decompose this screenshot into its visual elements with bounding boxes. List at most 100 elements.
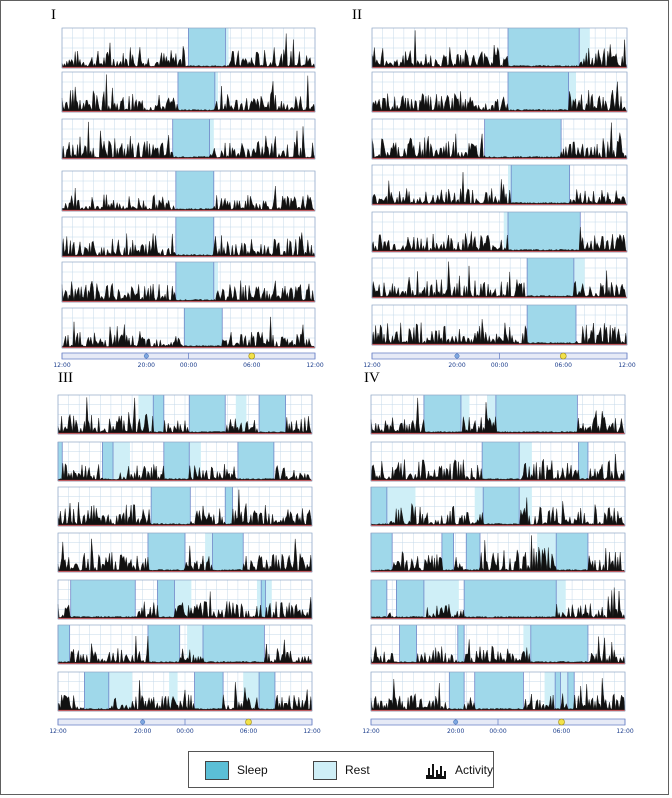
sleep-band	[371, 533, 393, 572]
sleep-band	[508, 212, 581, 252]
plot-row-frame	[57, 624, 313, 665]
sleep-band	[527, 258, 574, 298]
plot-row-frame	[57, 394, 313, 435]
sleep-band	[578, 442, 588, 481]
plot-row-frame	[61, 27, 316, 69]
activity-trace	[61, 186, 316, 212]
rest-band	[189, 442, 201, 481]
activity-trace	[371, 30, 628, 69]
x-tick-label: 06:00	[240, 728, 257, 735]
x-tick-label: 20:00	[447, 728, 464, 735]
sleep-band	[58, 625, 70, 664]
rest-band	[503, 212, 508, 252]
x-tick-label: 12:00	[362, 728, 379, 735]
sleep-band	[484, 119, 562, 159]
sleep-band	[508, 28, 580, 68]
sleep-band	[483, 487, 520, 526]
sleep-band	[58, 442, 63, 481]
moon-marker-icon	[453, 719, 459, 725]
activity-trace	[61, 316, 316, 349]
rest-band	[205, 533, 213, 572]
sleep-band	[556, 533, 588, 572]
plot-row-frame	[57, 671, 313, 712]
sleep-band	[441, 533, 454, 572]
sleep-band	[151, 487, 191, 526]
sleep-band	[259, 395, 286, 434]
plot-row-frame	[61, 71, 316, 113]
rest-band	[225, 28, 229, 68]
activity-trace	[370, 497, 626, 527]
x-tick-label: 20:00	[134, 728, 151, 735]
sleep-band	[70, 580, 136, 619]
actogram-chart: 12:00 20:00 00:00 06:00 12:00 12:00 20:00 00:00…	[49, 27, 636, 735]
sleep-band	[423, 395, 461, 434]
sleep-band	[225, 487, 233, 526]
rest-band	[265, 580, 272, 619]
rest-band	[138, 395, 154, 434]
legend-label-activity: Activity	[455, 763, 494, 777]
sleep-band	[157, 580, 175, 619]
rest-band	[108, 672, 133, 711]
activity-trace	[57, 680, 313, 712]
plot-row-frame	[370, 532, 626, 573]
activity-trace	[57, 591, 313, 620]
x-tick-label: 12:00	[363, 362, 380, 369]
plot-row-frame	[57, 486, 313, 527]
activity-trace	[370, 453, 626, 482]
panel-label-III: III	[58, 370, 73, 386]
activity-trace	[371, 81, 628, 113]
x-tick-label: 12:00	[306, 362, 323, 369]
legend-item-rest: Rest	[313, 760, 370, 780]
plot-row-frame	[61, 307, 316, 349]
sleep-band	[172, 119, 210, 159]
x-tick-label: 00:00	[180, 362, 197, 369]
activity-trace	[371, 172, 628, 206]
legend: Sleep Rest Activity	[188, 751, 494, 788]
x-tick-label: 06:00	[243, 362, 260, 369]
plot-row-frame	[371, 71, 628, 113]
rest-band	[523, 625, 531, 664]
sleep-band	[457, 625, 465, 664]
sleep-band	[175, 262, 214, 302]
sleep-band	[259, 672, 275, 711]
sleep-band	[177, 72, 215, 112]
x-tick-label: 06:00	[555, 362, 572, 369]
rest-band	[474, 487, 484, 526]
activity-trace	[57, 538, 313, 573]
sleep-band	[163, 442, 190, 481]
sun-marker-icon	[248, 352, 256, 360]
rest-band	[568, 72, 576, 112]
plot-row-frame	[61, 170, 316, 212]
sleep-band	[495, 395, 578, 434]
sleep-band	[396, 580, 424, 619]
x-tick-label: 12:00	[303, 728, 320, 735]
legend-label-rest: Rest	[345, 763, 370, 777]
sleep-band	[530, 625, 588, 664]
rest-band	[113, 442, 130, 481]
sleep-band	[555, 672, 561, 711]
sleep-band	[147, 625, 180, 664]
activity-trace	[370, 397, 626, 435]
activity-trace	[61, 232, 316, 258]
rest-band	[169, 672, 178, 711]
sleep-band	[189, 395, 226, 434]
sleep-band	[147, 533, 185, 572]
plot-row-frame	[371, 257, 628, 299]
rest-band	[256, 580, 262, 619]
moon-marker-icon	[143, 353, 149, 359]
plot-row-frame	[371, 304, 628, 346]
sleep-band	[466, 533, 481, 572]
rest-band	[235, 395, 247, 434]
activity-trace	[371, 261, 628, 299]
legend-item-sleep: Sleep	[205, 760, 268, 780]
plot-row-frame	[61, 216, 316, 258]
x-tick-label: 20:00	[138, 362, 155, 369]
plot-row-frame	[371, 164, 628, 206]
rest-band	[487, 395, 496, 434]
sleep-band	[449, 672, 465, 711]
plot-row-frame	[370, 394, 626, 435]
rest-band	[579, 28, 590, 68]
plot-row-frame	[370, 624, 626, 665]
sleep-band	[212, 533, 244, 572]
